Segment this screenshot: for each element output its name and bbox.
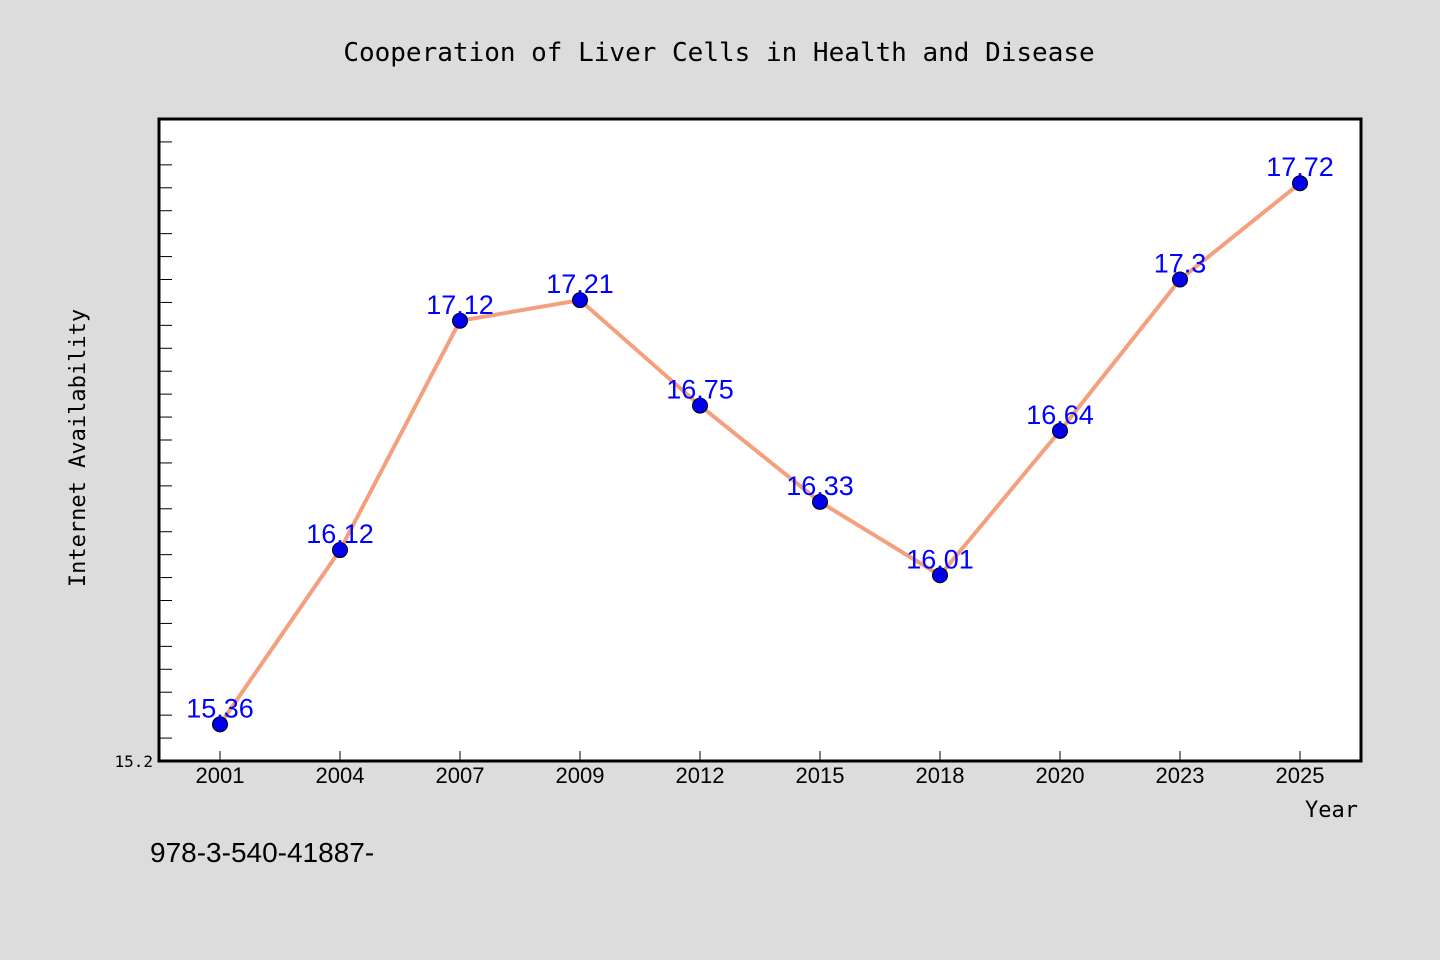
series-line [218,181,1302,726]
x-tick-label: 2015 [796,763,845,788]
data-label: 17.72 [1266,152,1334,182]
data-label: 15.36 [186,693,254,723]
data-point [812,493,828,510]
x-tick-label: 2004 [316,763,365,788]
x-axis-ticks: 2001 2004 2007 2009 2012 2015 2018 2020 2023 2025 [196,751,1325,788]
x-tick-label: 2018 [916,763,965,788]
plot-area [157,117,1363,763]
x-tick-label: 2025 [1276,763,1325,788]
data-point [1052,422,1068,439]
data-point [1172,271,1188,288]
data-label: 16.75 [666,375,734,405]
data-point [572,292,588,309]
y-tick-label: 15.2 [114,752,153,771]
series-layer: 15.36 16.12 17.12 17.21 16.75 16.33 16.01 16.64… [186,152,1334,733]
data-label: 16.64 [1026,400,1094,430]
chart-title: Cooperation of Liver Cells in Health and… [343,38,1094,68]
x-tick-label: 2001 [196,763,245,788]
x-tick-label: 2012 [676,763,725,788]
data-point [212,716,228,733]
x-tick-label: 2023 [1156,763,1205,788]
x-axis-label: Year [1305,798,1358,823]
data-label: 16.12 [306,519,374,549]
data-point [932,567,948,584]
footer-text: 978-3-540-41887- [150,837,374,868]
data-label: 17.21 [546,269,614,299]
y-axis-label: Internet Availability [66,309,91,587]
y-axis-ticks: 15.2 [114,141,172,771]
data-point [452,312,468,329]
data-label: 16.33 [786,471,854,501]
data-point [1292,175,1308,192]
data-point [332,542,348,559]
data-point [692,397,708,414]
data-label: 17.3 [1154,249,1207,279]
x-tick-label: 2020 [1036,763,1085,788]
x-tick-label: 2009 [556,763,605,788]
data-label: 16.01 [906,544,974,574]
data-label: 17.12 [426,290,494,320]
x-tick-label: 2007 [436,763,485,788]
